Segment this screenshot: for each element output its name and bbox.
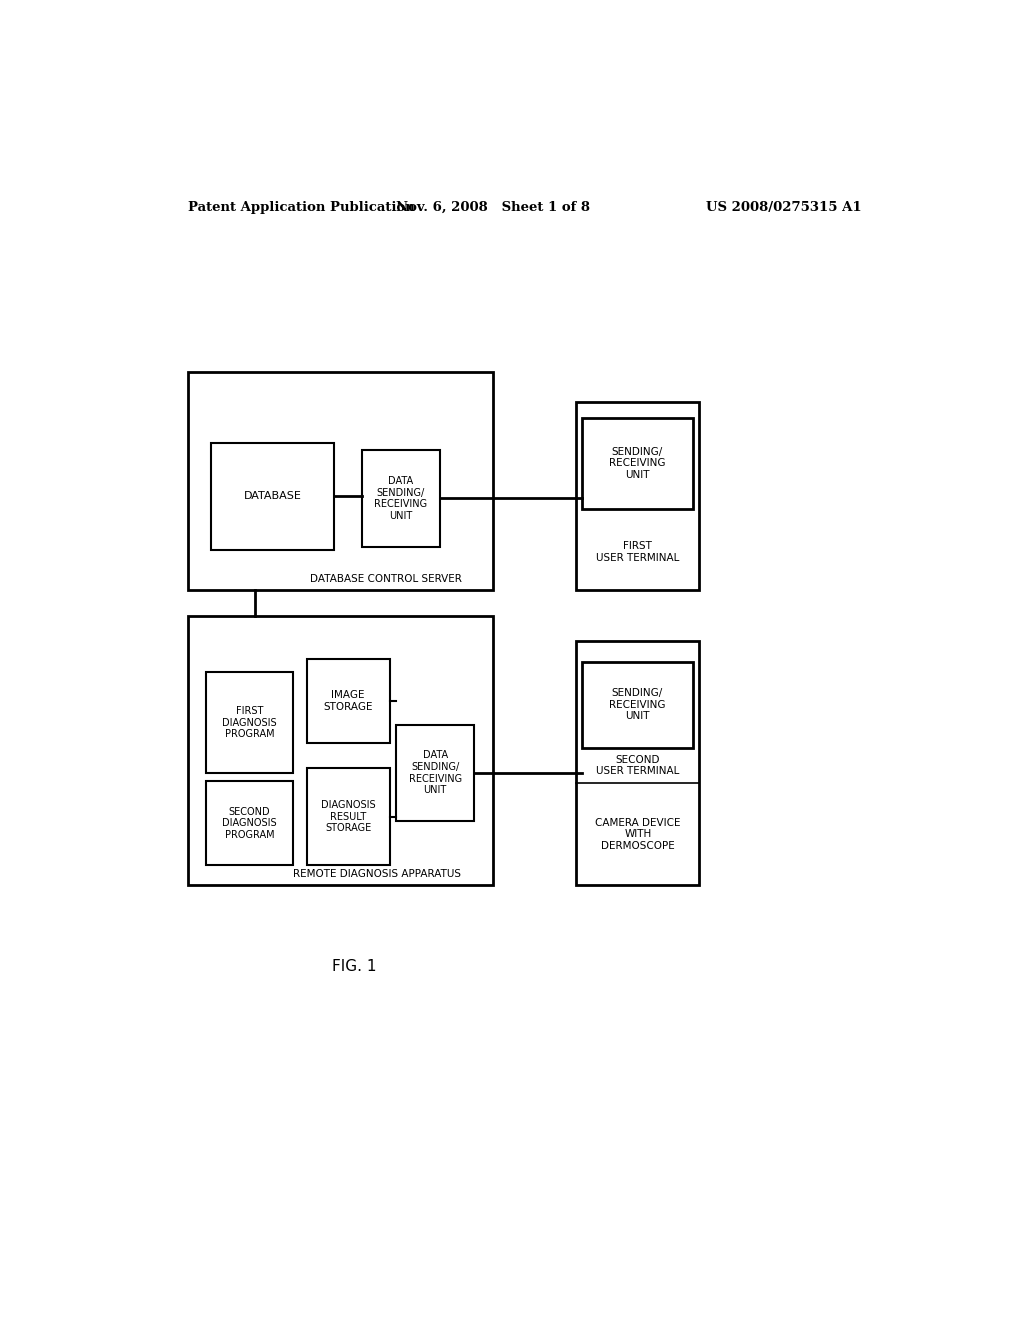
- Bar: [577, 642, 699, 886]
- Text: US 2008/0275315 A1: US 2008/0275315 A1: [707, 201, 862, 214]
- Text: DATABASE CONTROL SERVER: DATABASE CONTROL SERVER: [310, 574, 462, 585]
- Text: FIG. 1: FIG. 1: [332, 958, 377, 974]
- Bar: [211, 444, 334, 549]
- Text: FIRST
DIAGNOSIS
PROGRAM: FIRST DIAGNOSIS PROGRAM: [222, 706, 276, 739]
- Text: CAMERA DEVICE
WITH
DERMOSCOPE: CAMERA DEVICE WITH DERMOSCOPE: [595, 817, 681, 851]
- Text: REMOTE DIAGNOSIS APPARATUS: REMOTE DIAGNOSIS APPARATUS: [293, 869, 461, 879]
- Bar: [187, 372, 494, 590]
- Text: SECOND
USER TERMINAL: SECOND USER TERMINAL: [596, 755, 680, 776]
- Bar: [577, 403, 699, 590]
- Bar: [206, 781, 293, 865]
- Text: DATA
SENDING/
RECEIVING
UNIT: DATA SENDING/ RECEIVING UNIT: [409, 750, 462, 795]
- Text: IMAGE
STORAGE: IMAGE STORAGE: [324, 690, 373, 711]
- Bar: [582, 661, 693, 748]
- Bar: [206, 672, 293, 774]
- Text: DIAGNOSIS
RESULT
STORAGE: DIAGNOSIS RESULT STORAGE: [321, 800, 376, 833]
- Text: SENDING/
RECEIVING
UNIT: SENDING/ RECEIVING UNIT: [609, 688, 666, 721]
- Text: Patent Application Publication: Patent Application Publication: [187, 201, 415, 214]
- Text: DATA
SENDING/
RECEIVING
UNIT: DATA SENDING/ RECEIVING UNIT: [375, 477, 428, 521]
- Bar: [306, 768, 390, 865]
- Text: SECOND
DIAGNOSIS
PROGRAM: SECOND DIAGNOSIS PROGRAM: [222, 807, 276, 840]
- Text: DATABASE: DATABASE: [244, 491, 302, 502]
- Text: FIRST
USER TERMINAL: FIRST USER TERMINAL: [596, 541, 680, 562]
- Text: SENDING/
RECEIVING
UNIT: SENDING/ RECEIVING UNIT: [609, 446, 666, 480]
- Bar: [362, 450, 440, 546]
- Bar: [306, 660, 390, 743]
- Text: Nov. 6, 2008   Sheet 1 of 8: Nov. 6, 2008 Sheet 1 of 8: [396, 201, 590, 214]
- Bar: [582, 417, 693, 510]
- Bar: [396, 725, 474, 821]
- Bar: [187, 615, 494, 886]
